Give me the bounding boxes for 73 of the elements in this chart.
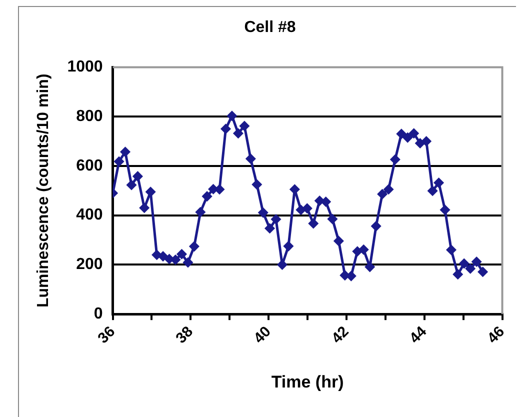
point [334, 236, 344, 246]
point [126, 180, 136, 190]
x-tick-label: 38 [172, 323, 196, 347]
point [233, 128, 243, 138]
point [296, 205, 306, 215]
point [114, 156, 124, 166]
point [321, 196, 331, 206]
point [352, 246, 362, 256]
y-tick-label: 800 [76, 108, 103, 125]
point [308, 218, 318, 228]
y-tick-label: 400 [76, 206, 103, 224]
point [132, 172, 142, 182]
y-tick-label: 1000 [67, 58, 103, 76]
point [402, 132, 412, 142]
point [176, 249, 186, 259]
point [409, 128, 419, 138]
x-tick-label: 46 [484, 323, 508, 347]
point [277, 260, 287, 270]
point [459, 258, 469, 268]
point [396, 129, 406, 139]
x-tick-label: 44 [406, 322, 431, 347]
point [265, 224, 275, 234]
point [170, 255, 180, 265]
point [258, 208, 268, 218]
point [196, 207, 206, 217]
point [120, 147, 130, 157]
point [152, 250, 162, 260]
point [189, 242, 199, 252]
point [328, 214, 338, 224]
point [271, 214, 281, 224]
y-tick-label: 0 [94, 305, 103, 322]
point [346, 271, 356, 281]
x-tick-label: 40 [250, 323, 274, 347]
point [340, 270, 350, 280]
point [378, 189, 388, 199]
x-axis-title: Time (hr) [271, 372, 344, 392]
point [302, 204, 312, 214]
y-tick-label: 200 [76, 256, 103, 274]
point [227, 111, 237, 121]
point [365, 262, 375, 272]
point [214, 184, 224, 194]
point [422, 136, 432, 146]
point [466, 264, 476, 274]
point [202, 192, 212, 202]
point [472, 256, 482, 266]
point [428, 186, 438, 196]
point [146, 187, 156, 197]
point [453, 270, 463, 280]
point [434, 178, 444, 188]
point [384, 184, 394, 194]
point [140, 203, 150, 213]
point [478, 267, 488, 277]
point [446, 245, 456, 255]
x-tick-label: 42 [328, 323, 352, 347]
point [164, 254, 174, 264]
point [371, 221, 381, 231]
point [440, 205, 450, 215]
point [158, 252, 168, 262]
point [252, 180, 262, 190]
point [220, 124, 230, 134]
x-tick-label: 36 [94, 323, 119, 347]
y-tick-label: 600 [76, 157, 103, 174]
point [290, 184, 300, 194]
point [358, 244, 368, 254]
point [390, 154, 400, 164]
y-axis-title: Luminescence (counts/10 min) [35, 74, 52, 308]
point [284, 241, 294, 251]
point [415, 138, 425, 148]
chart-title: Cell #8 [244, 19, 296, 36]
point [240, 121, 250, 131]
point [183, 258, 193, 268]
point [314, 196, 324, 206]
point [246, 154, 256, 164]
